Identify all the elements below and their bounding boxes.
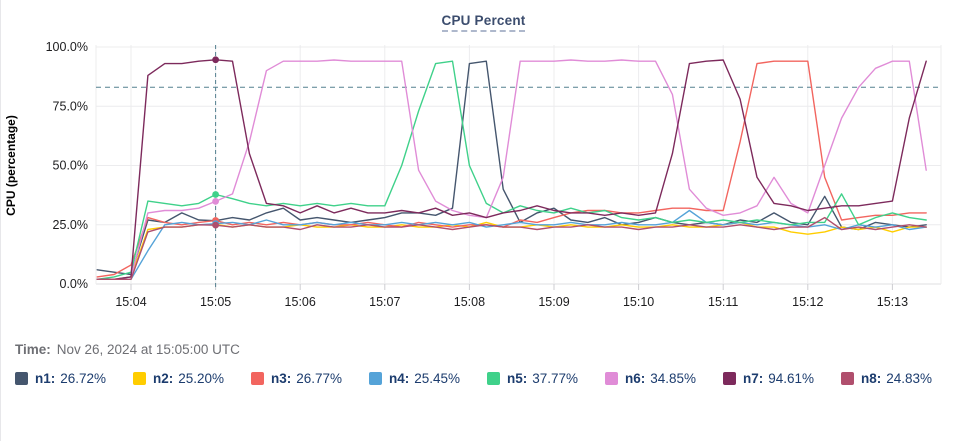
legend-series-value: 34.85% [650, 371, 697, 386]
legend-series-value: 26.72% [60, 371, 107, 386]
hover-marker-n5 [212, 191, 220, 198]
legend-series-value: 26.77% [296, 371, 343, 386]
legend-item-n3[interactable]: n3: 26.77% [251, 371, 369, 386]
x-axis-tick-label: 15:06 [285, 295, 316, 309]
x-axis-tick-label: 15:13 [877, 295, 908, 309]
hover-time-value: Nov 26, 2024 at 15:05:00 UTC [56, 342, 240, 357]
hover-time-label: Time: [15, 342, 51, 357]
legend-item-n6[interactable]: n6: 34.85% [605, 371, 723, 386]
x-axis-tick-label: 15:10 [623, 295, 654, 309]
hover-marker-n8 [212, 221, 220, 229]
series-line-n4 [96, 209, 927, 281]
legend-item-n4[interactable]: n4: 25.45% [369, 371, 487, 386]
legend-series-name: n1: [35, 371, 56, 386]
legend-swatch-icon [841, 372, 854, 385]
x-axis-tick-label: 15:12 [792, 295, 823, 309]
x-axis-tick-label: 15:05 [200, 295, 231, 309]
legend-series-name: n4: [389, 371, 410, 386]
x-axis-tick-label: 15:11 [708, 295, 738, 309]
legend-series-value: 37.77% [532, 371, 579, 386]
hover-marker-n7 [212, 56, 220, 64]
series-line-n8 [96, 216, 927, 281]
y-axis-tick-label: 25.0% [53, 218, 88, 232]
legend-series-value: 25.45% [414, 371, 461, 386]
legend-series-name: n8: [861, 371, 882, 386]
legend-series-name: n2: [153, 371, 174, 386]
legend-swatch-icon [15, 372, 28, 385]
legend-item-n7[interactable]: n7: 94.61% [723, 371, 841, 386]
hover-marker-n6 [212, 198, 220, 205]
series-line-n2 [96, 221, 927, 281]
chart-plot-area[interactable]: 100.0% 75.0% 50.0% 25.0% 0.0% 15:04 15:05 15:06… [1, 38, 968, 316]
legend-series-value: 94.61% [768, 371, 815, 386]
y-axis-tick-label: 0.0% [60, 277, 89, 291]
series-line-n5 [96, 60, 927, 281]
legend-item-n2[interactable]: n2: 25.20% [133, 371, 251, 386]
legend-item-n8[interactable]: n8: 24.83% [841, 371, 959, 386]
series-line-n7 [96, 59, 927, 281]
legend-series-name: n5: [507, 371, 528, 386]
legend-series-name: n7: [743, 371, 764, 386]
chart-title[interactable]: CPU Percent [441, 13, 526, 32]
cpu-chart-svg[interactable]: 100.0% 75.0% 50.0% 25.0% 0.0% 15:04 15:05 15:06… [1, 38, 968, 316]
y-axis-tick-label: 100.0% [46, 40, 88, 54]
legend-item-n1[interactable]: n1: 26.72% [15, 371, 133, 386]
x-axis-tick-label: 15:09 [538, 295, 569, 309]
x-axis-tick-label: 15:07 [369, 295, 400, 309]
series-line-n6 [96, 59, 927, 281]
legend-series-value: 24.83% [886, 371, 933, 386]
series-line-n3 [96, 60, 927, 278]
legend-swatch-icon [605, 372, 618, 385]
y-axis-tick-label: 50.0% [53, 159, 88, 173]
legend-series-name: n6: [625, 371, 646, 386]
legend-item-n5[interactable]: n5: 37.77% [487, 371, 605, 386]
legend-series-value: 25.20% [178, 371, 225, 386]
legend-swatch-icon [133, 372, 146, 385]
chart-header: CPU Percent [1, 0, 966, 38]
y-axis-tick-label: 75.0% [53, 99, 88, 113]
legend-swatch-icon [251, 372, 264, 385]
legend-swatch-icon [487, 372, 500, 385]
series-line-n1 [96, 60, 927, 276]
hover-time-readout: Time: Nov 26, 2024 at 15:05:00 UTC [15, 342, 966, 357]
legend-series-name: n3: [271, 371, 292, 386]
legend-swatch-icon [723, 372, 736, 385]
y-axis-title: CPU (percentage) [4, 115, 18, 216]
legend-swatch-icon [369, 372, 382, 385]
series-legend: n1: 26.72% n2: 25.20% n3: 26.77% n4: 25.45% n5: 3… [1, 371, 963, 398]
x-axis-tick-label: 15:04 [115, 295, 146, 309]
x-axis-tick-label: 15:08 [454, 295, 485, 309]
